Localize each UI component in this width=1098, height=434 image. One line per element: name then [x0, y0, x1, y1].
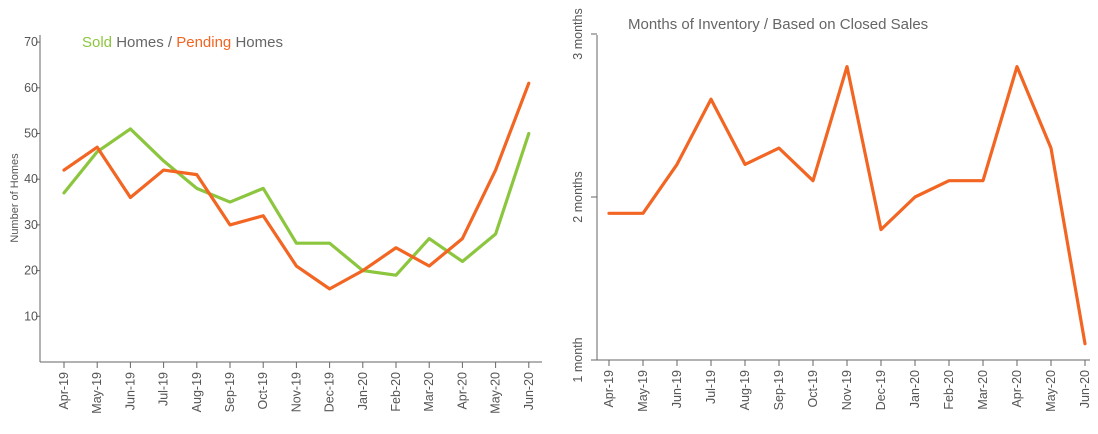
x-tick-label: Feb-20: [942, 370, 956, 410]
y-tick-label: 30: [24, 218, 38, 232]
x-tick-label: May-20: [489, 372, 503, 414]
x-tick-label: May-20: [1044, 370, 1058, 412]
x-tick-label: Dec-19: [874, 370, 888, 410]
chart-2: 1 month 2 months 3 months Apr-19 May-19 Jun-1…: [571, 8, 1092, 411]
chart-title: Sold Homes / Pending Homes: [82, 34, 283, 51]
x-tick-label: Jun-20: [1078, 370, 1092, 408]
x-tick-label: Sep-19: [772, 370, 786, 410]
x-tick-label: Jul-19: [157, 372, 171, 406]
title-part: Sold: [82, 34, 112, 51]
x-tick-label: Mar-20: [422, 372, 436, 412]
x-tick-label: Dec-19: [323, 372, 337, 412]
x-tick-label: Aug-19: [738, 370, 752, 410]
x-tick-label: Jul-19: [704, 370, 718, 404]
series-line-pending: [62, 81, 531, 291]
x-tick-label: Apr-20: [1010, 370, 1024, 408]
series-line-sold: [62, 127, 531, 277]
y-tick-label: 1 month: [571, 337, 585, 382]
chart-1: 10 20 30 40 50 60 70 Number of Homes Apr-19 May-1…: [9, 34, 542, 414]
title-part: Homes /: [112, 34, 176, 51]
title-part: Pending: [176, 34, 231, 51]
x-tick-label: Oct-19: [256, 372, 270, 410]
y-tick-label: 40: [24, 172, 38, 186]
x-tick-label: May-19: [636, 370, 650, 412]
chart-title: Months of Inventory / Based on Closed Sa…: [628, 16, 928, 33]
x-tick-label: Apr-19: [57, 372, 71, 410]
x-tick-label: Apr-20: [455, 372, 469, 410]
series-line-inventory: [607, 64, 1087, 346]
y-tick-label: 2 months: [571, 171, 585, 222]
x-tick-label: Jan-20: [356, 372, 370, 410]
y-tick-label: 70: [24, 35, 38, 49]
x-tick-label: Feb-20: [389, 372, 403, 412]
x-tick-label: Oct-19: [806, 370, 820, 408]
y-axis-title: Number of Homes: [9, 153, 21, 243]
x-tick-label: Jun-19: [123, 372, 137, 410]
x-tick-label: Mar-20: [976, 370, 990, 410]
y-tick-label: 10: [24, 309, 38, 323]
x-tick-label: Jun-19: [670, 370, 684, 408]
x-tick-label: Jun-20: [522, 372, 536, 410]
y-tick-label: 20: [24, 264, 38, 278]
x-tick-label: Nov-19: [840, 370, 854, 410]
title-part: Homes: [231, 34, 283, 51]
x-tick-label: Sep-19: [223, 372, 237, 412]
y-tick-label: 60: [24, 81, 38, 95]
x-tick-label: Apr-19: [602, 370, 616, 408]
x-tick-label: Aug-19: [190, 372, 204, 412]
y-tick-label: 3 months: [571, 8, 585, 59]
x-tick-label: Nov-19: [289, 372, 303, 412]
x-tick-label: Jan-20: [908, 370, 922, 408]
x-tick-label: May-19: [90, 372, 104, 414]
y-tick-label: 50: [24, 127, 38, 141]
